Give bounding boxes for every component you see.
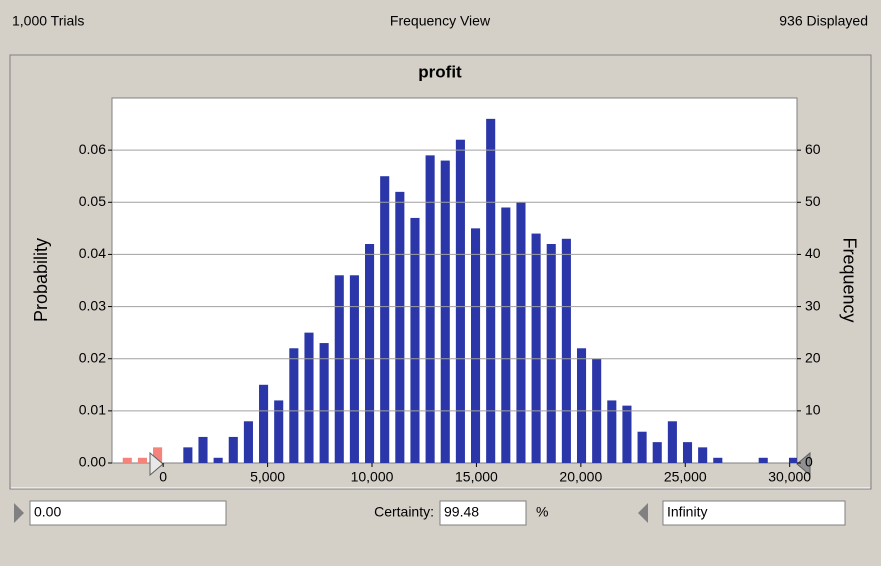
bar <box>334 275 344 463</box>
y-tick-label: 0.05 <box>79 193 106 209</box>
bar <box>652 442 662 463</box>
x-tick-label: 20,000 <box>559 469 602 485</box>
x-tick-label: 5,000 <box>250 469 285 485</box>
y-tick-label: 0.02 <box>79 349 106 365</box>
y2-axis-label: Frequency <box>839 237 859 322</box>
lower-arrow-icon[interactable] <box>14 503 24 523</box>
bar <box>198 436 208 463</box>
lower-grabber[interactable] <box>149 451 164 477</box>
chart-title: profit <box>418 62 462 81</box>
bar <box>546 244 556 463</box>
bar <box>682 442 693 463</box>
bar <box>274 400 284 463</box>
upper-input[interactable] <box>662 500 846 526</box>
bar <box>228 436 238 463</box>
bar <box>137 457 147 463</box>
bar <box>395 191 405 463</box>
x-tick-label: 30,000 <box>768 469 811 485</box>
y-tick-label: 0.03 <box>79 297 106 313</box>
bar <box>470 228 481 463</box>
bar <box>531 233 541 463</box>
certainty-label: Certainty: <box>374 504 434 520</box>
x-tick-label: 15,000 <box>455 469 498 485</box>
upper-grabber[interactable] <box>796 451 811 477</box>
bar <box>243 421 253 463</box>
bar <box>213 457 223 463</box>
y-axis-label: Probability <box>31 238 51 322</box>
y2-tick-label: 20 <box>805 349 821 365</box>
bar <box>561 238 571 463</box>
displayed-count: 936 Displayed <box>779 13 868 29</box>
y-tick-label: 0.06 <box>79 141 106 157</box>
y-tick-label: 0.04 <box>79 245 106 261</box>
certainty-unit: % <box>536 504 548 520</box>
bar <box>289 348 299 463</box>
bar <box>380 176 390 463</box>
view-name[interactable]: Frequency View <box>390 13 491 29</box>
bar <box>440 160 450 464</box>
x-tick-label: 10,000 <box>351 469 394 485</box>
plot-area <box>111 97 798 464</box>
bar <box>349 275 359 463</box>
bar <box>319 343 329 463</box>
certainty-value: 99.48 <box>444 504 479 520</box>
bar <box>501 207 511 463</box>
bar <box>183 447 193 463</box>
y-tick-label: 0.00 <box>79 454 106 470</box>
bar <box>516 202 526 464</box>
upper-arrow-icon[interactable] <box>638 503 648 523</box>
bar <box>607 400 617 463</box>
x-tick-label: 25,000 <box>664 469 707 485</box>
y-tick-label: 0.01 <box>79 402 106 418</box>
bar <box>758 457 768 463</box>
y2-tick-label: 10 <box>805 402 821 418</box>
bar <box>622 405 632 463</box>
y2-tick-label: 50 <box>805 193 821 209</box>
bar <box>153 447 163 463</box>
bars <box>122 118 797 464</box>
upper-value: Infinity <box>667 504 707 520</box>
bar <box>637 431 647 463</box>
bar <box>259 384 269 463</box>
trials-count: 1,000 Trials <box>12 13 84 29</box>
bar <box>788 457 797 463</box>
bar <box>122 457 132 463</box>
bar <box>455 139 465 463</box>
lower-value: 0.00 <box>34 504 61 520</box>
bar <box>713 457 723 463</box>
bar <box>365 244 375 463</box>
lower-input[interactable] <box>29 500 227 526</box>
bar <box>698 447 708 463</box>
certainty-input[interactable] <box>439 500 527 526</box>
y2-tick-label: 30 <box>805 297 821 313</box>
y2-tick-label: 60 <box>805 141 821 157</box>
bar <box>576 348 587 463</box>
bar <box>667 421 677 463</box>
bar <box>410 217 420 463</box>
bar <box>486 118 496 463</box>
bar <box>304 332 314 463</box>
y2-tick-label: 40 <box>805 245 821 261</box>
y2-tick-label: 0 <box>805 454 813 470</box>
bar <box>425 155 435 463</box>
x-tick-label: 0 <box>159 469 167 485</box>
